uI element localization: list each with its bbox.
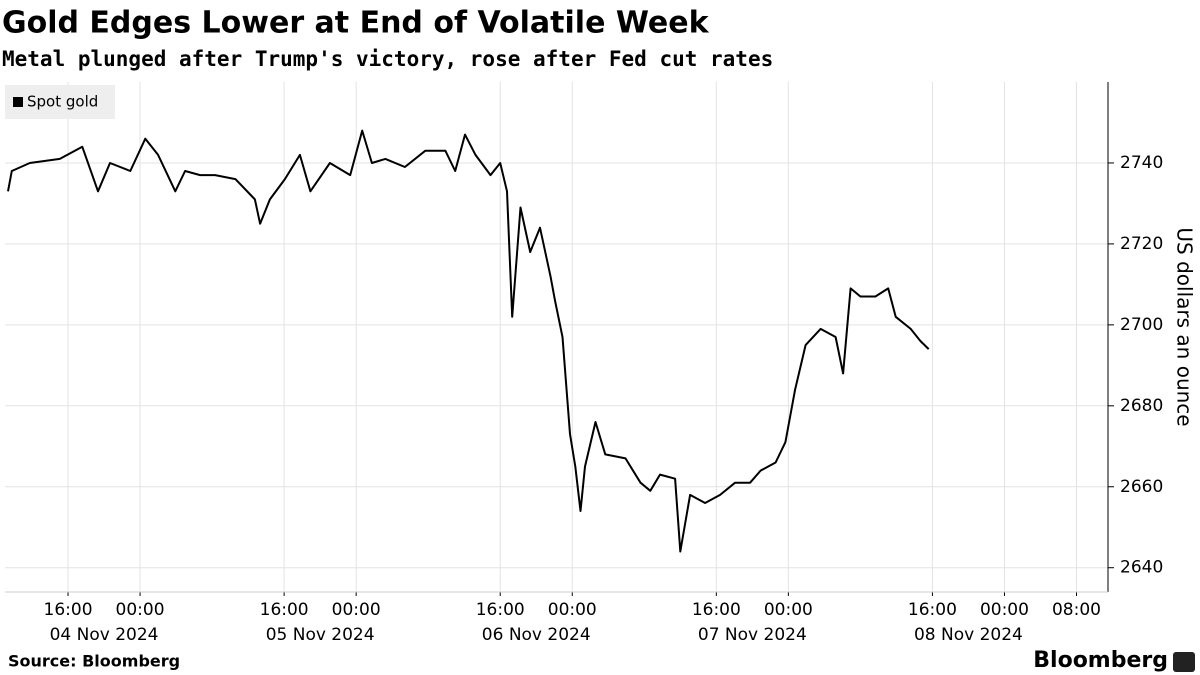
x-tick-label: 16:00	[908, 600, 957, 620]
y-tick-label: 2740	[1120, 153, 1163, 173]
line	[7, 129, 930, 553]
brand: Bloomberg	[1033, 648, 1168, 673]
legend-box	[5, 85, 115, 119]
x-date-label: 08 Nov 2024	[914, 625, 1023, 645]
x-tick-label: 16:00	[44, 600, 93, 620]
x-tick-label: 16:00	[476, 600, 525, 620]
y-tick-label: 2680	[1120, 396, 1163, 416]
x-tick-label: 16:00	[692, 600, 741, 620]
x-tick-label: 00:00	[764, 600, 813, 620]
x-tick-label: 08:00	[1052, 600, 1101, 620]
y-tick-label: 2640	[1120, 558, 1163, 578]
x-date-label: 07 Nov 2024	[698, 625, 807, 645]
x-date-label: 06 Nov 2024	[482, 625, 591, 645]
y-tick-label: 2700	[1120, 315, 1163, 335]
chart-title: Gold Edges Lower at End of Volatile Week	[2, 6, 710, 41]
y-axis-label: US dollars an ounce	[1173, 227, 1197, 426]
legend-label: Spot gold	[27, 93, 98, 111]
x-tick-label: 16:00	[260, 600, 309, 620]
chart-subtitle: Metal plunged after Trump's victory, ros…	[2, 47, 773, 71]
source: Source: Bloomberg	[8, 652, 180, 671]
x-date-label: 05 Nov 2024	[266, 625, 375, 645]
x-tick-label: 00:00	[980, 600, 1029, 620]
legend-swatch	[13, 97, 23, 107]
y-tick-label: 2720	[1120, 234, 1163, 254]
x-tick-label: 00:00	[116, 600, 165, 620]
y-tick-label: 2660	[1120, 477, 1163, 497]
brand-icon	[1173, 652, 1195, 672]
x-tick-label: 00:00	[548, 600, 597, 620]
x-tick-label: 00:00	[332, 600, 381, 620]
x-date-label: 04 Nov 2024	[50, 625, 159, 645]
